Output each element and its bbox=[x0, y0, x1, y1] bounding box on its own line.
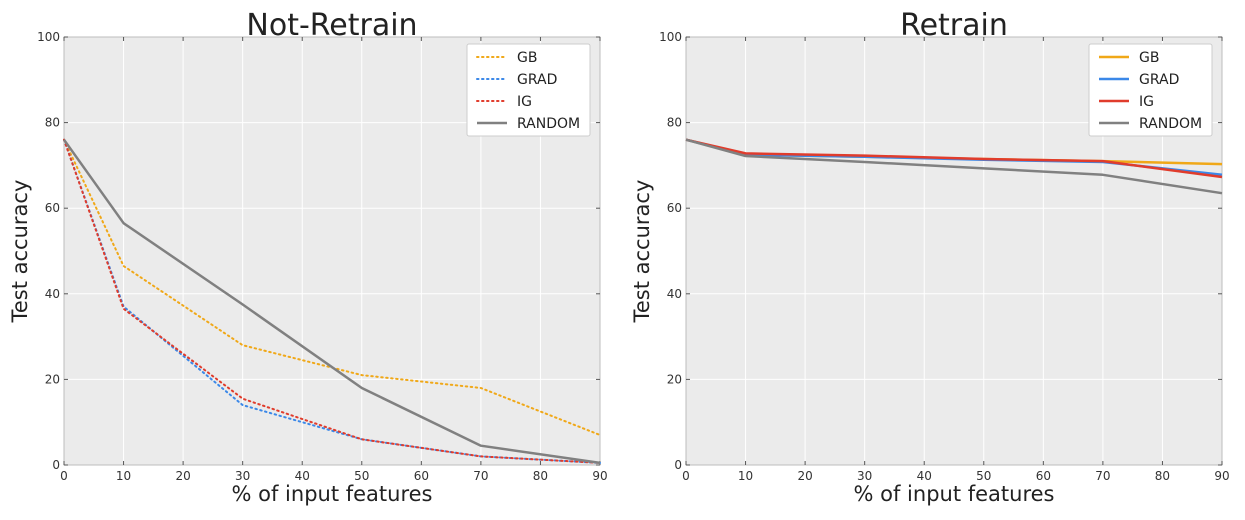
x-tick-label: 80 bbox=[1155, 469, 1170, 483]
y-tick-label: 60 bbox=[45, 201, 60, 215]
y-tick-label: 80 bbox=[667, 116, 682, 130]
x-tick-label: 40 bbox=[917, 469, 932, 483]
y-tick-label: 60 bbox=[667, 201, 682, 215]
y-tick-label: 80 bbox=[45, 116, 60, 130]
x-tick-label: 20 bbox=[175, 469, 190, 483]
y-tick-label: 100 bbox=[37, 30, 60, 44]
y-tick-label: 100 bbox=[659, 30, 682, 44]
y-axis-label: Test accuracy bbox=[630, 180, 654, 324]
x-tick-label: 90 bbox=[1214, 469, 1229, 483]
x-tick-label: 70 bbox=[473, 469, 488, 483]
legend-label-grad: GRAD bbox=[1139, 72, 1179, 88]
x-tick-label: 90 bbox=[592, 469, 607, 483]
x-tick-label: 40 bbox=[295, 469, 310, 483]
x-tick-label: 20 bbox=[797, 469, 812, 483]
x-tick-label: 70 bbox=[1095, 469, 1110, 483]
legend-label-random: RANDOM bbox=[517, 116, 580, 132]
legend-box bbox=[466, 43, 591, 137]
x-tick-label: 10 bbox=[738, 469, 753, 483]
legend-label-ig: IG bbox=[517, 94, 532, 110]
legend: GB GRAD IG RANDOM bbox=[1088, 43, 1213, 137]
y-tick-label: 20 bbox=[45, 372, 60, 386]
legend-label-gb: GB bbox=[517, 50, 537, 66]
series-line-random bbox=[62, 138, 601, 465]
x-axis-label: % of input features bbox=[854, 482, 1055, 506]
legend: GB GRAD IG RANDOM bbox=[466, 43, 591, 137]
series-line-ig bbox=[63, 138, 601, 464]
x-tick-label: 30 bbox=[235, 469, 250, 483]
legend-label-random: RANDOM bbox=[1139, 116, 1202, 132]
y-tick-label: 0 bbox=[674, 458, 682, 472]
x-tick-label: 60 bbox=[414, 469, 429, 483]
chart-title: Retrain bbox=[900, 8, 1008, 43]
legend-box bbox=[1088, 43, 1213, 137]
x-tick-label: 10 bbox=[116, 469, 131, 483]
x-tick-label: 80 bbox=[533, 469, 548, 483]
x-tick-label: 0 bbox=[682, 469, 690, 483]
panel-retrain: 0 10 20 30 40 50 60 70 80 90 0 20 40 60 80 100 Retrain % … bbox=[630, 8, 1230, 506]
x-axis-label: % of input features bbox=[232, 482, 433, 506]
axes-frame bbox=[63, 36, 601, 466]
y-tick-label: 0 bbox=[52, 458, 60, 472]
y-axis-label: Test accuracy bbox=[8, 180, 32, 324]
series-line-gb bbox=[63, 138, 601, 436]
y-tick-label: 20 bbox=[667, 372, 682, 386]
y-tick-label: 40 bbox=[45, 287, 60, 301]
y-tick-label: 40 bbox=[667, 287, 682, 301]
x-tick-label: 30 bbox=[857, 469, 872, 483]
x-tick-label: 50 bbox=[354, 469, 369, 483]
x-tick-label: 50 bbox=[976, 469, 991, 483]
series-line-ig bbox=[685, 138, 1223, 179]
legend-label-grad: GRAD bbox=[517, 72, 557, 88]
axes-frame bbox=[685, 36, 1223, 466]
x-tick-label: 0 bbox=[60, 469, 68, 483]
legend-label-gb: GB bbox=[1139, 50, 1159, 66]
chart-title: Not-Retrain bbox=[246, 8, 417, 43]
legend-label-ig: IG bbox=[1139, 94, 1154, 110]
x-tick-label: 60 bbox=[1036, 469, 1051, 483]
series-line-random bbox=[685, 138, 1223, 195]
panel-not-retrain: 0 10 20 30 40 50 60 70 80 90 0 20 40 60 80 100 Not-Retra… bbox=[8, 8, 608, 506]
